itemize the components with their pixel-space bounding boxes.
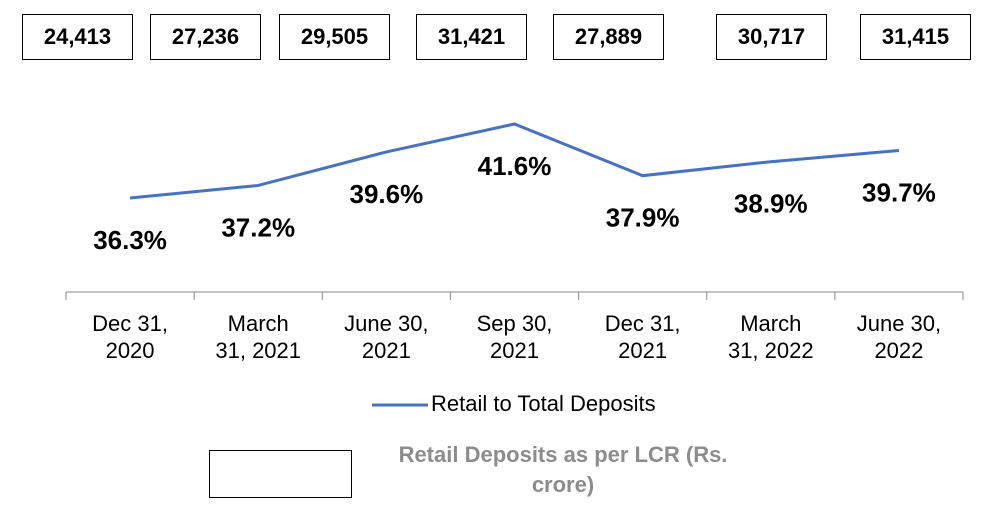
x-tick-label: Dec 31, 2021 bbox=[604, 311, 681, 363]
x-tick-label: March 31, 2022 bbox=[727, 311, 814, 363]
value-box: 24,413 bbox=[22, 14, 133, 60]
data-label: 37.2% bbox=[221, 212, 295, 242]
data-label: 36.3% bbox=[93, 225, 167, 255]
data-label: 39.6% bbox=[349, 179, 423, 209]
line bbox=[129, 122, 900, 200]
legend-label: Retail Deposits as per LCR (Rs. crore) bbox=[398, 442, 728, 497]
x-tick-label: Dec 31, 2020 bbox=[92, 311, 168, 363]
data-label: 39.7% bbox=[862, 177, 936, 207]
value-box: 29,505 bbox=[279, 14, 390, 60]
data-label: 41.6% bbox=[478, 151, 552, 181]
x-tick-label: Sep 30, 2021 bbox=[476, 311, 553, 363]
x-tick-label: June 30, 2022 bbox=[856, 311, 942, 363]
x-tick-label: June 30, 2021 bbox=[344, 311, 429, 363]
value-box: 31,415 bbox=[860, 14, 971, 60]
legend-label: Retail to Total Deposits bbox=[431, 391, 656, 416]
value-box: 31,421 bbox=[416, 14, 527, 60]
legend-swatch bbox=[209, 450, 352, 498]
data-label: 38.9% bbox=[734, 189, 808, 219]
value-box: 30,717 bbox=[716, 14, 827, 60]
x-tick-label: March 31, 2021 bbox=[215, 311, 302, 363]
value-box: 27,889 bbox=[553, 14, 664, 60]
value-box: 27,236 bbox=[150, 14, 261, 60]
data-label: 37.9% bbox=[606, 203, 680, 233]
